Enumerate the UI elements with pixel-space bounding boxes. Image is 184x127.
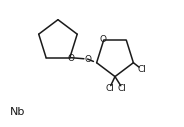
Text: O: O bbox=[67, 54, 74, 63]
Text: Cl: Cl bbox=[137, 65, 146, 74]
Text: Cl: Cl bbox=[105, 84, 114, 93]
Text: Nb: Nb bbox=[10, 107, 26, 117]
Text: O: O bbox=[84, 55, 91, 64]
Text: O: O bbox=[99, 35, 106, 44]
Text: Cl: Cl bbox=[118, 84, 127, 93]
